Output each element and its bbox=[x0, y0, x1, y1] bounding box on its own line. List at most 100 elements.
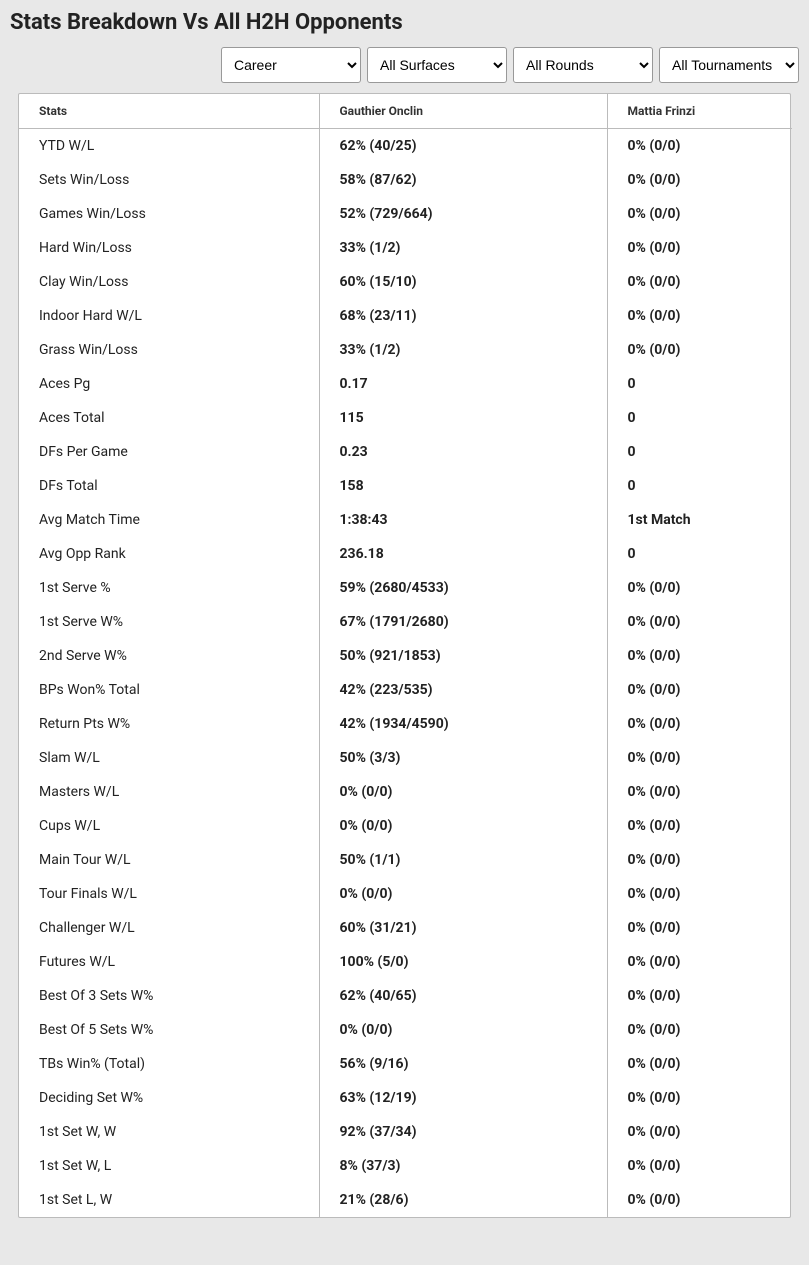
player2-value: 0 bbox=[607, 469, 792, 503]
player2-value: 0% (0/0) bbox=[607, 333, 792, 367]
stat-label: Deciding Set W% bbox=[19, 1081, 319, 1115]
stat-label: Aces Total bbox=[19, 401, 319, 435]
stat-label: Slam W/L bbox=[19, 741, 319, 775]
player1-value: 92% (37/34) bbox=[319, 1115, 607, 1149]
page-title: Stats Breakdown Vs All H2H Opponents bbox=[0, 0, 809, 43]
stat-label: Avg Match Time bbox=[19, 503, 319, 537]
player2-value: 0 bbox=[607, 367, 792, 401]
stats-table: Stats Gauthier Onclin Mattia Frinzi YTD … bbox=[19, 94, 792, 1217]
table-row: 1st Set L, W21% (28/6)0% (0/0) bbox=[19, 1183, 792, 1217]
player1-value: 0% (0/0) bbox=[319, 809, 607, 843]
table-row: 1st Set W, W92% (37/34)0% (0/0) bbox=[19, 1115, 792, 1149]
table-row: Main Tour W/L50% (1/1)0% (0/0) bbox=[19, 843, 792, 877]
player2-value: 0% (0/0) bbox=[607, 877, 792, 911]
table-row: Avg Opp Rank236.180 bbox=[19, 537, 792, 571]
table-row: Avg Match Time1:38:431st Match bbox=[19, 503, 792, 537]
stat-label: DFs Total bbox=[19, 469, 319, 503]
surface-select[interactable]: All Surfaces bbox=[367, 47, 507, 83]
player1-value: 33% (1/2) bbox=[319, 333, 607, 367]
player2-value: 0% (0/0) bbox=[607, 1183, 792, 1217]
player2-value: 0% (0/0) bbox=[607, 775, 792, 809]
stat-label: DFs Per Game bbox=[19, 435, 319, 469]
player2-value: 0% (0/0) bbox=[607, 1115, 792, 1149]
player1-value: 67% (1791/2680) bbox=[319, 605, 607, 639]
stat-label: Hard Win/Loss bbox=[19, 231, 319, 265]
player2-value: 0% (0/0) bbox=[607, 673, 792, 707]
table-row: 1st Serve W%67% (1791/2680)0% (0/0) bbox=[19, 605, 792, 639]
player2-value: 0 bbox=[607, 401, 792, 435]
table-row: Games Win/Loss52% (729/664)0% (0/0) bbox=[19, 197, 792, 231]
stat-label: Games Win/Loss bbox=[19, 197, 319, 231]
stat-label: BPs Won% Total bbox=[19, 673, 319, 707]
player2-value: 0% (0/0) bbox=[607, 129, 792, 164]
player2-value: 0% (0/0) bbox=[607, 639, 792, 673]
stat-label: 2nd Serve W% bbox=[19, 639, 319, 673]
player1-value: 8% (37/3) bbox=[319, 1149, 607, 1183]
player1-value: 0% (0/0) bbox=[319, 1013, 607, 1047]
table-row: Tour Finals W/L0% (0/0)0% (0/0) bbox=[19, 877, 792, 911]
player1-value: 68% (23/11) bbox=[319, 299, 607, 333]
stat-label: Best Of 5 Sets W% bbox=[19, 1013, 319, 1047]
table-row: Clay Win/Loss60% (15/10)0% (0/0) bbox=[19, 265, 792, 299]
player1-value: 236.18 bbox=[319, 537, 607, 571]
player2-value: 0% (0/0) bbox=[607, 707, 792, 741]
player1-value: 21% (28/6) bbox=[319, 1183, 607, 1217]
table-row: DFs Per Game0.230 bbox=[19, 435, 792, 469]
player1-value: 50% (3/3) bbox=[319, 741, 607, 775]
player1-value: 52% (729/664) bbox=[319, 197, 607, 231]
stat-label: Return Pts W% bbox=[19, 707, 319, 741]
player1-value: 158 bbox=[319, 469, 607, 503]
table-row: Sets Win/Loss58% (87/62)0% (0/0) bbox=[19, 163, 792, 197]
player2-value: 0% (0/0) bbox=[607, 197, 792, 231]
player1-value: 63% (12/19) bbox=[319, 1081, 607, 1115]
col-header-stat: Stats bbox=[19, 94, 319, 129]
table-row: Deciding Set W%63% (12/19)0% (0/0) bbox=[19, 1081, 792, 1115]
player2-value: 0% (0/0) bbox=[607, 843, 792, 877]
table-row: Slam W/L50% (3/3)0% (0/0) bbox=[19, 741, 792, 775]
stat-label: 1st Set L, W bbox=[19, 1183, 319, 1217]
player2-value: 0% (0/0) bbox=[607, 809, 792, 843]
player2-value: 0% (0/0) bbox=[607, 1081, 792, 1115]
table-row: 2nd Serve W%50% (921/1853)0% (0/0) bbox=[19, 639, 792, 673]
player1-value: 0% (0/0) bbox=[319, 877, 607, 911]
round-select[interactable]: All Rounds bbox=[513, 47, 653, 83]
player2-value: 1st Match bbox=[607, 503, 792, 537]
player2-value: 0% (0/0) bbox=[607, 1149, 792, 1183]
player1-value: 33% (1/2) bbox=[319, 231, 607, 265]
player2-value: 0% (0/0) bbox=[607, 299, 792, 333]
stat-label: Indoor Hard W/L bbox=[19, 299, 319, 333]
stat-label: Avg Opp Rank bbox=[19, 537, 319, 571]
player1-value: 42% (223/535) bbox=[319, 673, 607, 707]
player1-value: 50% (1/1) bbox=[319, 843, 607, 877]
player1-value: 60% (15/10) bbox=[319, 265, 607, 299]
player2-value: 0% (0/0) bbox=[607, 1013, 792, 1047]
player1-value: 0.17 bbox=[319, 367, 607, 401]
player2-value: 0% (0/0) bbox=[607, 911, 792, 945]
stat-label: 1st Serve W% bbox=[19, 605, 319, 639]
player2-value: 0 bbox=[607, 435, 792, 469]
player1-value: 115 bbox=[319, 401, 607, 435]
tournament-select[interactable]: All Tournaments bbox=[659, 47, 799, 83]
player1-value: 60% (31/21) bbox=[319, 911, 607, 945]
stat-label: 1st Set W, W bbox=[19, 1115, 319, 1149]
table-row: Aces Total1150 bbox=[19, 401, 792, 435]
stat-label: Main Tour W/L bbox=[19, 843, 319, 877]
player1-value: 58% (87/62) bbox=[319, 163, 607, 197]
filter-bar: Career All Surfaces All Rounds All Tourn… bbox=[0, 43, 809, 93]
stat-label: Challenger W/L bbox=[19, 911, 319, 945]
table-row: 1st Serve %59% (2680/4533)0% (0/0) bbox=[19, 571, 792, 605]
period-select[interactable]: Career bbox=[221, 47, 361, 83]
col-header-player2: Mattia Frinzi bbox=[607, 94, 792, 129]
player2-value: 0 bbox=[607, 537, 792, 571]
player2-value: 0% (0/0) bbox=[607, 741, 792, 775]
table-row: Indoor Hard W/L68% (23/11)0% (0/0) bbox=[19, 299, 792, 333]
stat-label: Best Of 3 Sets W% bbox=[19, 979, 319, 1013]
player1-value: 100% (5/0) bbox=[319, 945, 607, 979]
player1-value: 50% (921/1853) bbox=[319, 639, 607, 673]
stat-label: Grass Win/Loss bbox=[19, 333, 319, 367]
table-row: Hard Win/Loss33% (1/2)0% (0/0) bbox=[19, 231, 792, 265]
table-row: Masters W/L0% (0/0)0% (0/0) bbox=[19, 775, 792, 809]
player2-value: 0% (0/0) bbox=[607, 265, 792, 299]
stat-label: Tour Finals W/L bbox=[19, 877, 319, 911]
stat-label: Aces Pg bbox=[19, 367, 319, 401]
